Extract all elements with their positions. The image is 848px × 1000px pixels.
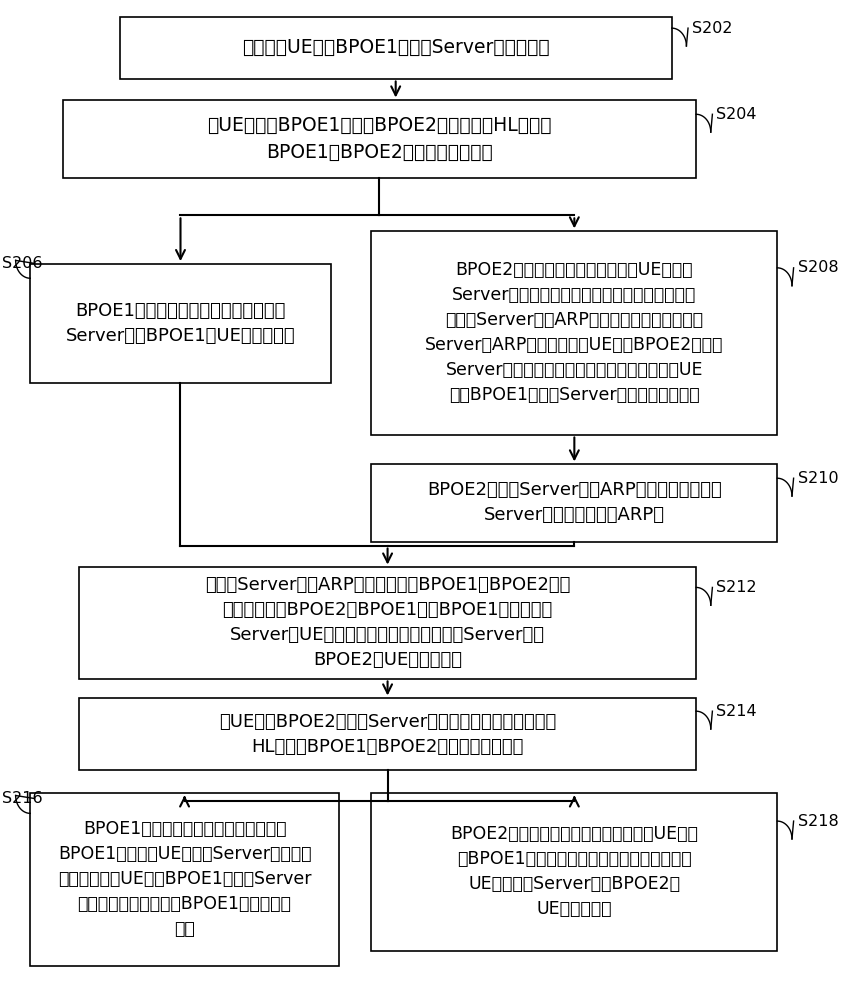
- FancyBboxPatch shape: [120, 17, 672, 79]
- FancyBboxPatch shape: [371, 231, 778, 435]
- Text: S206: S206: [2, 256, 42, 271]
- Text: S212: S212: [717, 580, 757, 595]
- Text: S204: S204: [717, 107, 757, 122]
- Text: 基站建立UE经由BPOE1至业务Server的初始链路: 基站建立UE经由BPOE1至业务Server的初始链路: [242, 38, 550, 57]
- Text: S214: S214: [717, 704, 757, 719]
- Text: BPOE2接收到切换通知消息，配置UE和业务
Server之间的链路信息，根据配置的链路信息，
向业务Server发起ARP学习流程；并在收到业务
Server: BPOE2接收到切换通知消息，配置UE和业务 Server之间的链路信息，根据配…: [425, 261, 723, 404]
- FancyBboxPatch shape: [63, 100, 696, 178]
- Text: 在业务Server完成ARP表的更新后，BPOE1向BPOE2发送
缓存的报文，BPOE2从BPOE1接收BPOE1缓存的业务
Server向UE发送的报文，并: 在业务Server完成ARP表的更新后，BPOE1向BPOE2发送 缓存的报文，…: [205, 576, 570, 669]
- Text: BPOE1接收到切换通知消息，缓存业务
Server经由BPOE1向UE发送的报文: BPOE1接收到切换通知消息，缓存业务 Server经由BPOE1向UE发送的报…: [65, 302, 295, 345]
- FancyBboxPatch shape: [371, 464, 778, 542]
- Text: S208: S208: [798, 260, 839, 275]
- FancyBboxPatch shape: [371, 793, 778, 951]
- Text: 当UE需要从BPOE1切换至BPOE2时，基站的HL分别向
BPOE1和BPOE2发送切换通知消息: 当UE需要从BPOE1切换至BPOE2时，基站的HL分别向 BPOE1和BPOE…: [207, 116, 552, 162]
- Text: 在UE经由BPOE2至业务Server的链路成功建立后，基站的
HL分别向BPOE1和BPOE2发送切换完成消息: 在UE经由BPOE2至业务Server的链路成功建立后，基站的 HL分别向BPO…: [219, 713, 556, 756]
- Text: S218: S218: [798, 814, 839, 829]
- FancyBboxPatch shape: [79, 567, 696, 678]
- Text: S210: S210: [798, 471, 839, 486]
- Text: BPOE1在接收到切换完成消息后，删除
BPOE1中配置的UE和业务Server之间的链
路信息，以及UE经由BPOE1与业务Server
之间建立的链路，结束: BPOE1在接收到切换完成消息后，删除 BPOE1中配置的UE和业务Server…: [58, 820, 311, 938]
- FancyBboxPatch shape: [31, 793, 339, 966]
- FancyBboxPatch shape: [79, 698, 696, 770]
- Text: S216: S216: [2, 791, 42, 806]
- Text: BPOE2在接收到切换完成消息后，先向UE发送
从BPOE1接收的报文，并在发送完成后，再向
UE发送业务Server通过BPOE2向
UE发送的报文: BPOE2在接收到切换完成消息后，先向UE发送 从BPOE1接收的报文，并在发送…: [450, 825, 698, 918]
- FancyBboxPatch shape: [31, 264, 331, 383]
- Text: BPOE2向业务Server发送ARP报文，以通知业务
Server主动更新保存的ARP表: BPOE2向业务Server发送ARP报文，以通知业务 Server主动更新保存…: [427, 481, 722, 524]
- Text: S202: S202: [692, 21, 733, 36]
